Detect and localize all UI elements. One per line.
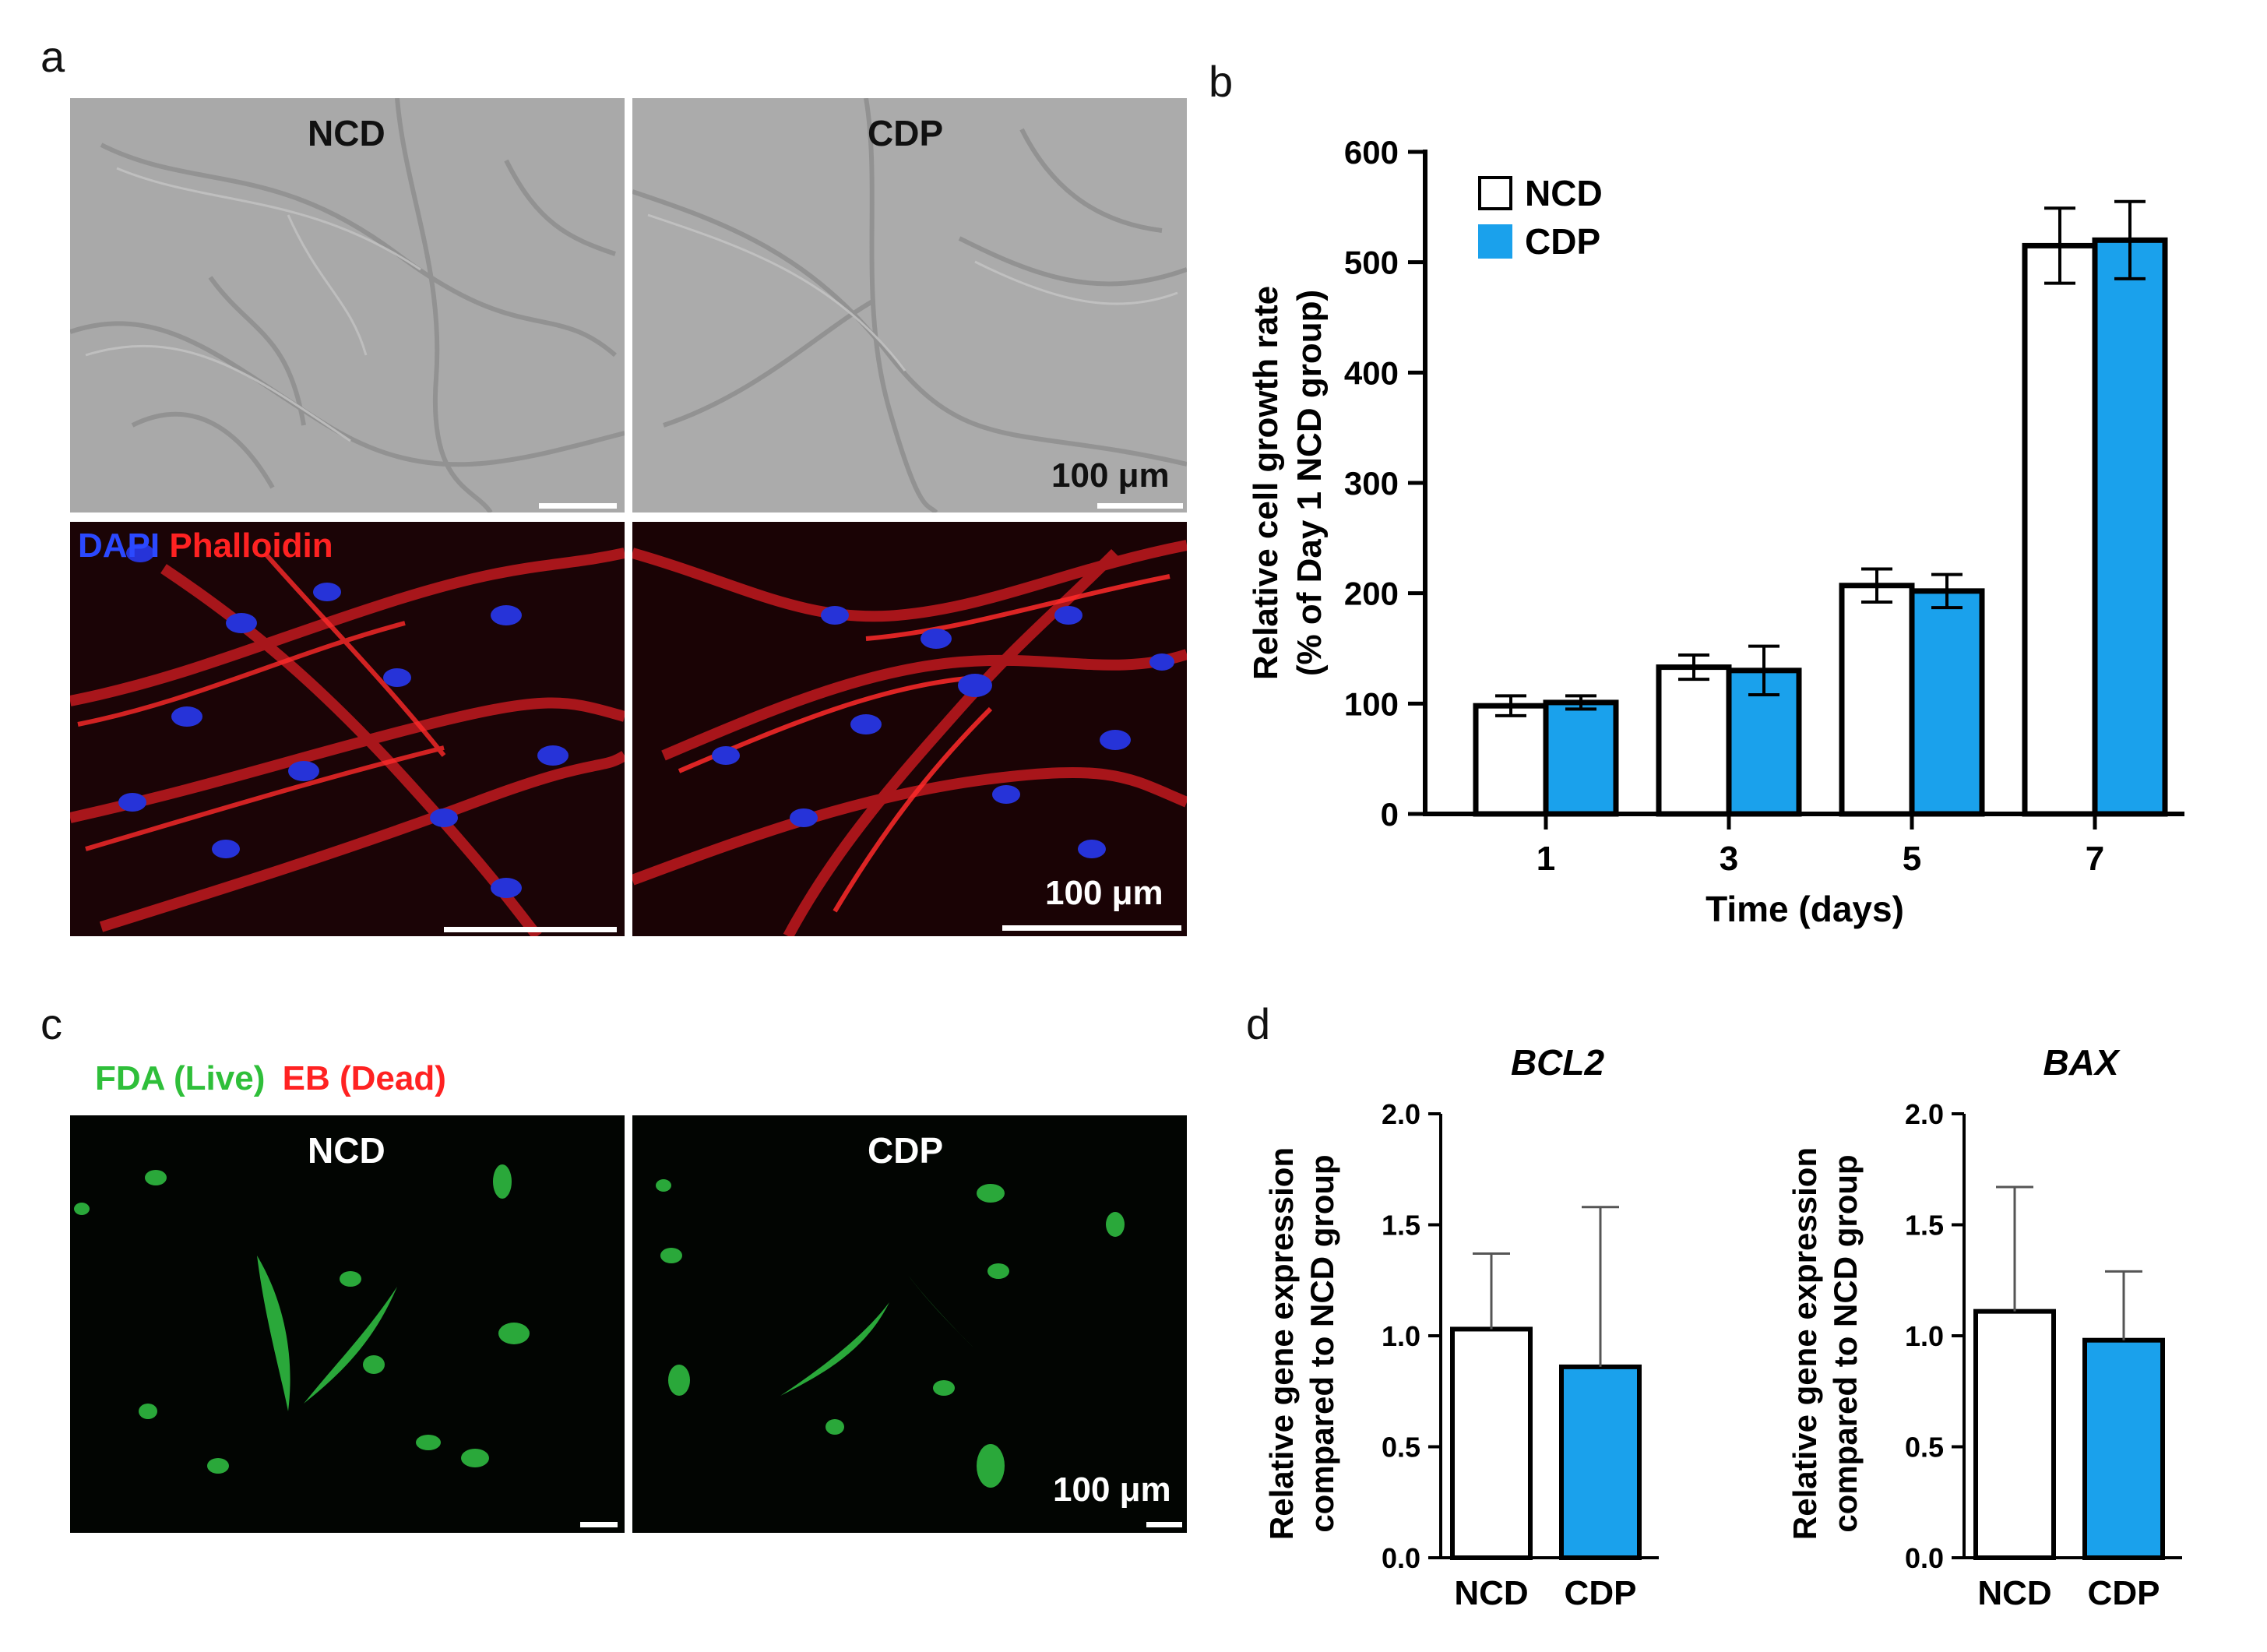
scale-bar: [444, 927, 617, 932]
scale-bar: [580, 1522, 618, 1527]
stain-label-phalloidin: Phalloidin: [169, 527, 333, 565]
scale-bar: [539, 503, 617, 509]
fluorescence-image-ncd: DAPI Phalloidin: [70, 522, 625, 936]
panel-label-a: a: [40, 32, 65, 81]
y-axis-label: Relative gene expression compared to NCD …: [1263, 1147, 1340, 1540]
stain-label-dapi: DAPI Phalloidin: [78, 527, 333, 565]
image-label-cdp: CDP: [868, 113, 944, 153]
scale-bar: [1097, 503, 1183, 509]
y-tick-label: 1.5: [1382, 1210, 1420, 1242]
bar-cdp: [2082, 1337, 2165, 1560]
bar-ncd-day-5: [1839, 583, 1915, 817]
y-tick-label: 500: [1344, 245, 1399, 281]
y-tick-label: 0.0: [1905, 1542, 1944, 1574]
brightfield-image-cdp: CDP 100 μm: [632, 98, 1187, 513]
y-tick-label: 0.5: [1905, 1432, 1944, 1464]
scale-bar-label: 100 μm: [1053, 1471, 1171, 1509]
panel-label-b: b: [1209, 57, 1234, 106]
y-tick-label: 0.0: [1382, 1542, 1420, 1574]
bax-expression-bar-chart: BAX 0.0 0.5 1.0 1.5 2.0 NCD CDP Relative gene ex…: [1786, 1042, 2182, 1612]
y-axis-label: Relative cell growth rate (% of Day 1 NCD…: [1247, 286, 1329, 680]
legend-swatch-cdp: [1478, 224, 1512, 259]
legend-label-cdp: CDP: [1525, 221, 1600, 262]
y-tick-label: 0.5: [1382, 1432, 1420, 1464]
x-tick-label: CDP: [1565, 1574, 1637, 1612]
y-tick-label: 100: [1344, 685, 1399, 722]
x-tick-label: 3: [1720, 840, 1738, 878]
stain-legend: FDA (Live) EB (Dead): [95, 1059, 446, 1098]
live-dead-image-ncd: NCD: [70, 1115, 625, 1533]
x-tick-label: 7: [2086, 840, 2104, 878]
y-tick-label: 0: [1381, 796, 1399, 833]
y-tick-label: 2.0: [1905, 1098, 1944, 1130]
stain-label-fda: FDA (Live): [95, 1059, 266, 1097]
fluorescence-image-cdp: 100 μm: [632, 522, 1187, 936]
y-axis-label-line: Relative cell growth rate: [1247, 286, 1285, 680]
chart-title: BCL2: [1511, 1042, 1605, 1083]
y-tick-label: 1.0: [1382, 1320, 1420, 1352]
y-axis-label-line: Relative gene expression: [1786, 1147, 1823, 1540]
scale-bar-label: 100 μm: [1045, 874, 1163, 912]
x-tick-label: 1: [1537, 840, 1555, 878]
y-axis-label-line: Relative gene expression: [1263, 1147, 1300, 1540]
live-dead-image-cdp: CDP 100 μm: [632, 1115, 1187, 1533]
x-tick-label: NCD: [1454, 1574, 1528, 1612]
image-label-ncd: NCD: [308, 1130, 385, 1171]
image-label-cdp: CDP: [868, 1130, 944, 1171]
bcl2-expression-bar-chart: BCL2 0.0 0.5 1.0 1.5 2.0 NCD CDP Relative gene e…: [1263, 1042, 1659, 1612]
scale-bar: [1146, 1522, 1182, 1527]
x-tick-label: CDP: [2088, 1574, 2160, 1612]
y-axis-label: Relative gene expression compared to NCD …: [1786, 1147, 1864, 1540]
bar-ncd: [1973, 1309, 2056, 1560]
x-tick-label: NCD: [1977, 1574, 2051, 1612]
y-tick-label: 600: [1344, 134, 1399, 171]
bar-cdp-day-5: [1909, 588, 1985, 817]
bar-ncd-day-3: [1656, 664, 1732, 817]
x-axis-label: Time (days): [1706, 889, 1904, 929]
y-tick-label: 300: [1344, 465, 1399, 502]
image-label-ncd: NCD: [308, 113, 385, 153]
bar-ncd: [1450, 1326, 1533, 1560]
scale-bar-label: 100 μm: [1051, 456, 1170, 495]
growth-rate-bar-chart: 0 100 200 300 400 500 600 1 3 5 7 Time (days) Relati…: [1247, 134, 2184, 929]
bar-cdp-day-7: [2092, 237, 2168, 817]
stain-label-eb: EB (Dead): [282, 1059, 446, 1097]
y-tick-label: 1.0: [1905, 1320, 1944, 1352]
y-axis-label-line: (% of Day 1 NCD group): [1290, 290, 1329, 676]
panel-label-d: d: [1246, 999, 1271, 1048]
legend-swatch-ncd: [1478, 176, 1512, 210]
bar-ncd-day-7: [2022, 242, 2098, 817]
y-axis-label-line: compared to NCD group: [1304, 1154, 1340, 1532]
brightfield-image-ncd: NCD: [70, 98, 625, 513]
y-tick-label: 1.5: [1905, 1210, 1944, 1242]
chart-title: BAX: [2043, 1042, 2120, 1083]
legend-label-ncd: NCD: [1525, 173, 1603, 213]
y-tick-label: 400: [1344, 354, 1399, 391]
scale-bar: [1002, 925, 1181, 931]
bar-cdp-day-1: [1543, 699, 1619, 817]
x-tick-label: 5: [1903, 840, 1921, 878]
panel-label-c: c: [40, 999, 62, 1048]
y-tick-label: 200: [1344, 576, 1399, 612]
bar-cdp: [1559, 1364, 1642, 1560]
y-tick-label: 2.0: [1382, 1098, 1420, 1130]
bar-ncd-day-1: [1473, 703, 1549, 817]
y-axis-label-line: compared to NCD group: [1827, 1154, 1864, 1532]
stain-label-dapi-text: DAPI: [78, 527, 160, 565]
